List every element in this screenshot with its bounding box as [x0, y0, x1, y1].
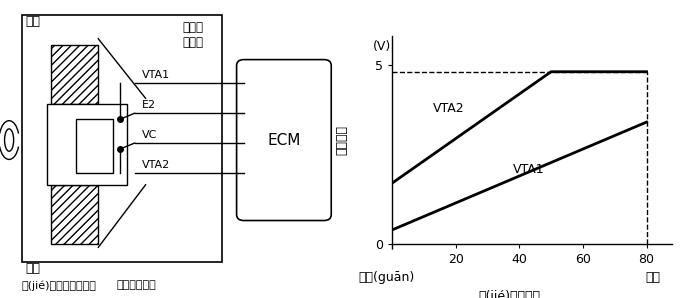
Text: 磁軛: 磁軛	[25, 15, 41, 28]
Text: E2: E2	[142, 100, 156, 110]
Bar	[76, 119, 113, 173]
Text: 全關(guān): 全關(guān)	[358, 271, 414, 285]
Text: VC: VC	[142, 130, 158, 140]
Text: VTA1: VTA1	[513, 163, 545, 176]
Text: (V): (V)	[373, 40, 391, 53]
Text: VTA2: VTA2	[433, 102, 465, 115]
Text: 磁軛: 磁軛	[25, 262, 41, 275]
Text: 輸出電壓: 輸出電壓	[335, 125, 348, 155]
Text: VTA2: VTA2	[142, 160, 170, 170]
Bar	[48, 104, 127, 185]
Text: 節(jié)氣門位置傳感器: 節(jié)氣門位置傳感器	[22, 280, 97, 291]
Bar	[51, 45, 98, 104]
Text: ECM: ECM	[267, 133, 300, 148]
Text: 節(jié)氣門開度: 節(jié)氣門開度	[479, 290, 540, 298]
Text: VTA1: VTA1	[142, 70, 170, 80]
Text: 霍爾集成電路: 霍爾集成電路	[116, 280, 156, 290]
Bar	[51, 185, 98, 244]
Bar	[22, 15, 222, 262]
FancyBboxPatch shape	[237, 60, 331, 221]
Text: 霍爾集
成電路: 霍爾集 成電路	[182, 21, 203, 49]
Text: 全開: 全開	[645, 271, 660, 285]
